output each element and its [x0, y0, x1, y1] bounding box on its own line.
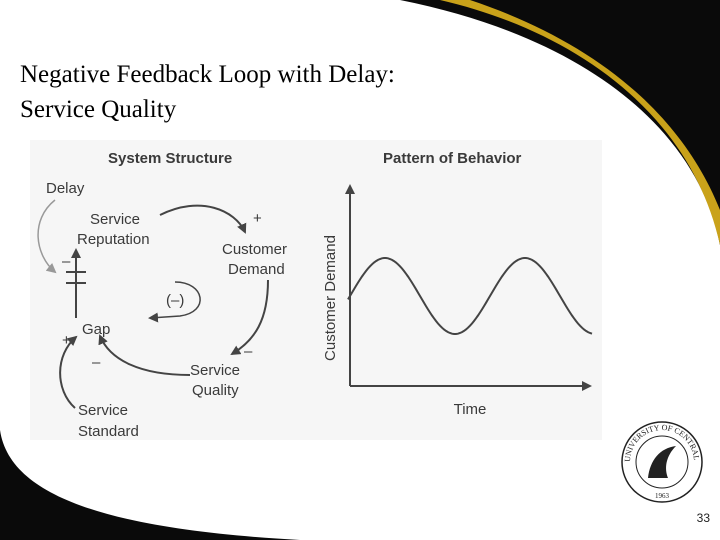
node-label: Quality: [192, 382, 239, 399]
node-label: Customer: [222, 241, 287, 258]
sign: +: [62, 332, 71, 349]
logo-ring: [635, 435, 689, 489]
node-label: Service: [190, 362, 240, 379]
heading: System Structure: [108, 150, 232, 167]
sign: –: [92, 354, 101, 371]
title: Service Quality: [20, 96, 177, 123]
node-label: Gap: [82, 321, 110, 338]
logo-emblem: [648, 446, 676, 478]
pattern-of-behavior: Pattern of Behavior Customer Demand Time: [322, 150, 593, 418]
node-label: Standard: [78, 423, 139, 440]
node-label: Reputation: [77, 231, 150, 248]
node-label: Service: [90, 211, 140, 228]
system-structure: System Structure Delay Service Reputatio…: [37, 150, 287, 440]
arrow: [230, 279, 269, 356]
node-label: Demand: [228, 261, 285, 278]
sign: –: [62, 253, 71, 270]
behavior-curve: [347, 257, 593, 335]
logo-year: 1963: [655, 492, 670, 500]
corner-dark: [400, 0, 720, 245]
sign: +: [253, 210, 262, 227]
heading: Pattern of Behavior: [383, 150, 522, 167]
arrow: [59, 335, 78, 409]
title: Negative Feedback Loop with Delay:: [20, 61, 395, 88]
y-label: Customer Demand: [322, 235, 339, 361]
corner-dark-bottom: [0, 430, 300, 540]
node-label: Service: [78, 402, 128, 419]
node-label: Delay: [46, 180, 85, 197]
page-number: 33: [697, 511, 711, 525]
x-label: Time: [454, 401, 487, 418]
loop-arrow: [148, 281, 201, 323]
figure-bg: [30, 140, 602, 440]
corner-gold: [440, 0, 720, 245]
arrow: [98, 334, 191, 376]
sign: –: [244, 343, 253, 360]
loop-label: (–): [166, 292, 184, 309]
delay-arrow: [37, 199, 57, 274]
logo-ring: [621, 421, 703, 503]
arrow: [159, 204, 247, 234]
